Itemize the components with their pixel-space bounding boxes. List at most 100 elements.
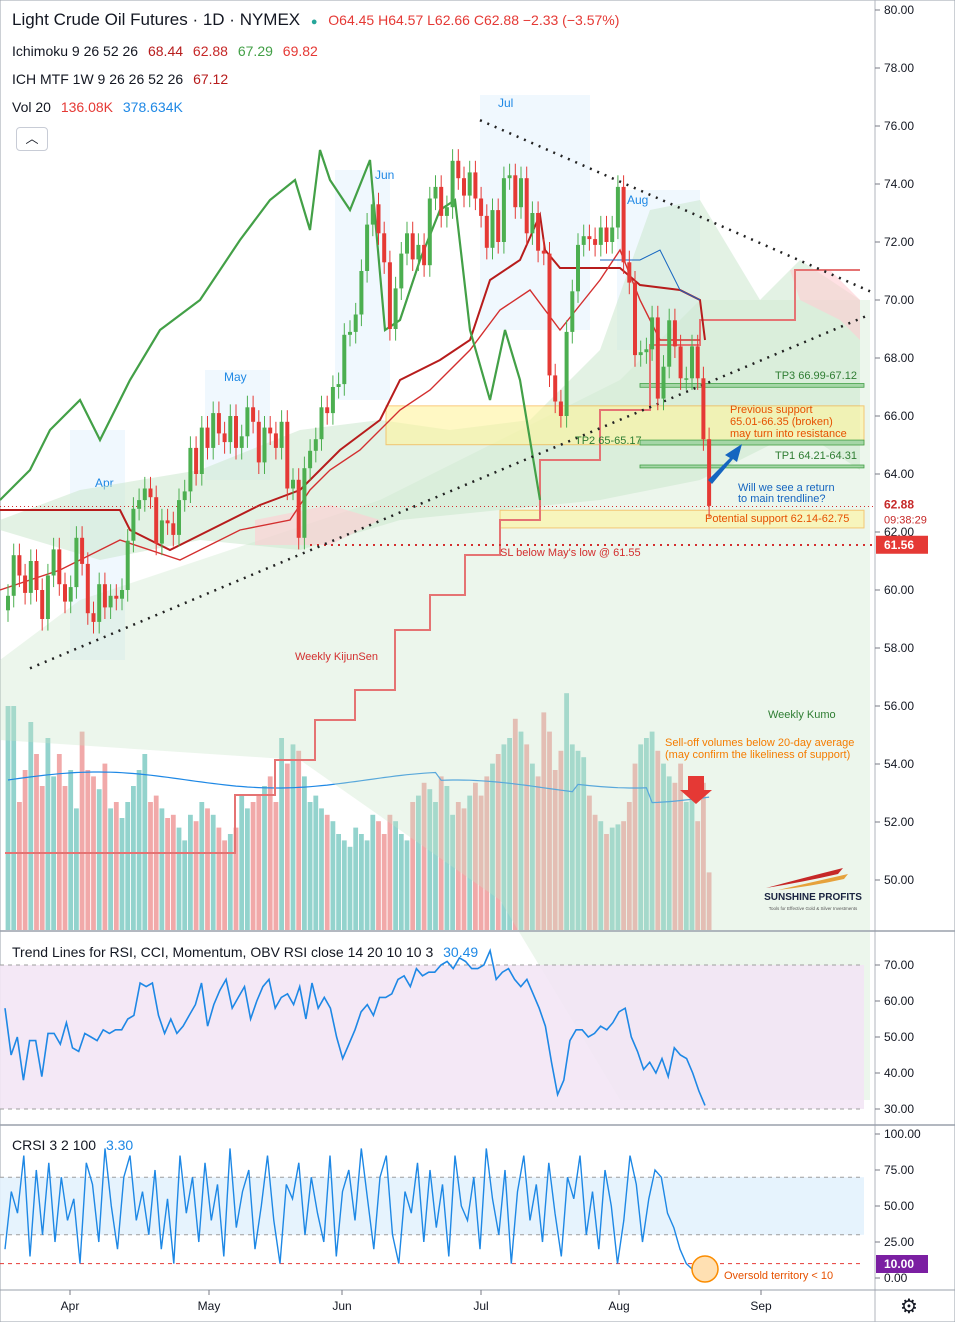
time-axis: Apr May Jun Jul Aug Sep [61,1290,772,1313]
volume-bar [62,786,68,930]
collapse-legend-button[interactable]: ︿ [16,127,48,151]
price-tick-label: 78.00 [884,61,914,75]
candle-body [68,587,73,602]
candle-body [581,236,586,245]
volume-bar [672,782,678,930]
candle-body [336,384,341,387]
rsi-value: 30.49 [443,944,479,960]
volume-bar [279,738,284,930]
volume-bar [56,754,62,930]
volume-bar [302,776,307,930]
candle-body [501,178,506,242]
volume-bar [706,872,712,930]
candle-body [159,520,164,544]
candle-body [427,198,432,266]
price-tick-label: 50.00 [884,873,914,887]
price-tick-label: 80.00 [884,3,914,17]
candle-body [182,491,187,501]
rsi-line [4,947,706,1106]
month-label: May [224,370,247,384]
candle-body [576,244,580,292]
logo-tagline: Tools for Effective Gold & Silver Invest… [769,906,858,911]
price-tick-label: 72.00 [884,235,914,249]
volume-bar [518,731,524,930]
volume-bar [250,802,256,930]
candle-body [615,186,620,228]
candle-body [11,555,16,596]
volume-bar [564,693,569,930]
volume-legend[interactable]: Vol 20 136.08K 378.634K [12,99,189,115]
candle-body [45,575,50,619]
volume-bar [455,802,461,930]
candle-body [695,346,700,379]
volume-bar [193,821,199,930]
time-tick-label: Apr [61,1299,80,1313]
ichimoku-legend[interactable]: Ichimoku 9 26 52 26 68.44 62.88 67.29 69… [12,43,324,59]
candle-body [285,421,290,489]
volume-bar [125,802,131,930]
volume-bar [148,802,153,930]
volume-bar [319,808,324,930]
volume-bar [467,795,473,930]
oversold-label: Oversold territory < 10 [724,1270,833,1282]
rsi-legend[interactable]: Trend Lines for RSI, CCI, Momentum, OBV … [12,944,484,960]
volume-bar [359,834,364,930]
volume-bar [256,795,262,930]
volume-bar [655,750,661,930]
candle-body [530,213,535,234]
volume-bar [490,763,495,930]
price-tick-label: 76.00 [884,119,914,133]
candle-body [684,378,689,380]
candle-body [171,523,176,535]
volume-bar [473,782,478,930]
candle-body [205,427,210,448]
market-status-icon: ● [310,16,318,28]
price-tick-label: 68.00 [884,351,914,365]
candle-body [524,178,529,234]
candle-body [610,227,615,242]
volume-bar [284,763,290,930]
volume-bar [666,776,672,930]
crsi-tick-label: 50.00 [884,1199,914,1213]
candle-body [279,421,284,448]
volume-bar [136,770,142,930]
candle-body [313,439,318,451]
crsi-legend[interactable]: CRSI 3 2 100 3.30 [12,1137,139,1153]
ich-mtf-legend[interactable]: ICH MTF 1W 9 26 26 52 26 67.12 [12,71,234,87]
candle-body [558,401,563,416]
price-tick-label: 52.00 [884,815,914,829]
volume-bar [541,712,547,930]
volume-bar [324,814,330,930]
question-label-1: Will we see a return [738,482,835,494]
tp3-label: TP3 66.99-67.12 [775,370,857,382]
volume-bar [176,827,182,930]
vol-label: Vol 20 [12,99,51,115]
crsi-badge [876,1255,928,1273]
candle-body [85,563,90,614]
crsi-badge-label: 10.00 [884,1257,914,1271]
gear-icon[interactable]: ⚙ [900,1296,918,1318]
candle-body [633,282,637,356]
candle-body [621,186,626,263]
sl-label: SL below May's low @ 61.55 [500,547,641,559]
volume-bar [364,840,370,930]
volume-bar [530,763,535,930]
candle-body [239,436,244,448]
volume-bar [484,776,490,930]
weekly-kumo-label: Weekly Kumo [768,709,836,721]
volume-bar [587,795,592,930]
volume-bar [5,706,11,930]
tp3-line [639,383,865,388]
candle-body [199,427,204,474]
candle-body [34,561,39,590]
volume-bar [336,834,341,930]
candle-body [672,320,677,347]
daily-kumo-red [790,270,860,340]
candle-body [97,584,102,622]
candle-body [462,178,466,196]
vol-value-1: 136.08K [60,99,113,115]
volume-bar [341,840,347,930]
volume-bar [45,738,51,930]
